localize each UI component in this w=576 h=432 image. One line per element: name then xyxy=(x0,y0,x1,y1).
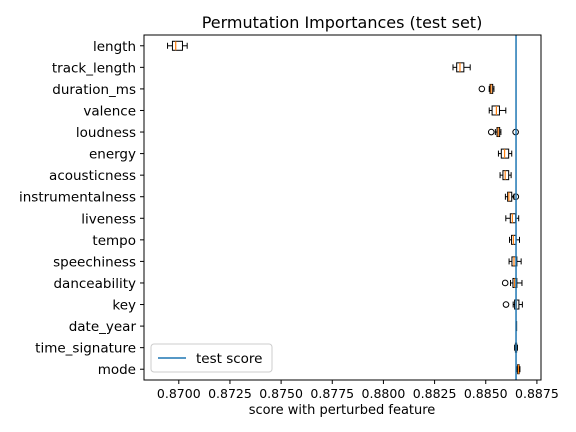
x-tick-label: 0.8875 xyxy=(515,386,559,401)
outlier-point xyxy=(501,279,509,287)
y-tick-label-mode: mode xyxy=(98,362,136,378)
feature-box-instrumentalness xyxy=(504,191,520,202)
x-tick-label: 0.8775 xyxy=(310,386,354,401)
x-tick-label: 0.8700 xyxy=(157,386,201,401)
feature-box-track_length xyxy=(452,62,471,73)
y-tick-label-tempo: tempo xyxy=(92,233,136,249)
x-tick-label: 0.8750 xyxy=(259,386,303,401)
legend: test score xyxy=(150,343,273,373)
y-tick-label-length: length xyxy=(93,39,136,55)
axes-frame xyxy=(143,34,542,381)
outlier-point xyxy=(478,85,486,93)
chart-title: Permutation Importances (test set) xyxy=(202,13,483,32)
feature-box-loudness xyxy=(487,127,519,138)
feature-box-speechiness xyxy=(508,256,522,267)
y-tick-label-danceability: danceability xyxy=(53,276,136,292)
x-axis-label: score with perturbed feature xyxy=(249,403,436,418)
x-tick-label: 0.8800 xyxy=(362,386,406,401)
y-tick-label-key: key xyxy=(112,298,136,314)
y-tick-label-energy: energy xyxy=(89,147,136,163)
y-tick-label-track_length: track_length xyxy=(52,60,136,76)
y-tick-label-time_signature: time_signature xyxy=(35,341,136,357)
iqr-box xyxy=(171,40,183,51)
feature-box-mode xyxy=(516,364,521,375)
feature-box-length xyxy=(167,40,188,51)
y-tick-label-date_year: date_year xyxy=(69,319,137,335)
iqr-box xyxy=(491,105,500,116)
legend-label: test score xyxy=(196,351,263,367)
iqr-box xyxy=(507,191,513,202)
y-tick-label-duration_ms: duration_ms xyxy=(52,82,136,98)
iqr-box xyxy=(502,170,510,181)
y-tick-label-instrumentalness: instrumentalness xyxy=(19,190,136,206)
x-tick-label: 0.8825 xyxy=(413,386,457,401)
plot-area xyxy=(167,35,523,380)
feature-box-acousticness xyxy=(499,170,512,181)
outlier-point xyxy=(487,128,495,136)
x-tick-label: 0.8725 xyxy=(208,386,252,401)
x-tick-label: 0.8850 xyxy=(464,386,508,401)
y-tick-label-valence: valence xyxy=(83,103,136,119)
x-axis-ticks: 0.8700 0.8725 0.8750 0.8775 0.8800 0.8825 0.88… xyxy=(157,380,559,401)
feature-box-energy xyxy=(497,148,513,159)
y-tick-label-liveness: liveness xyxy=(81,211,136,227)
legend-box xyxy=(150,343,273,373)
outlier-point xyxy=(502,301,510,308)
feature-box-valence xyxy=(488,105,507,116)
y-tick-label-speechiness: speechiness xyxy=(53,254,136,270)
feature-box-duration_ms xyxy=(478,83,495,94)
y-tick-label-loudness: loudness xyxy=(76,125,136,141)
feature-box-danceability xyxy=(501,277,523,288)
y-tick-label-acousticness: acousticness xyxy=(49,168,136,184)
